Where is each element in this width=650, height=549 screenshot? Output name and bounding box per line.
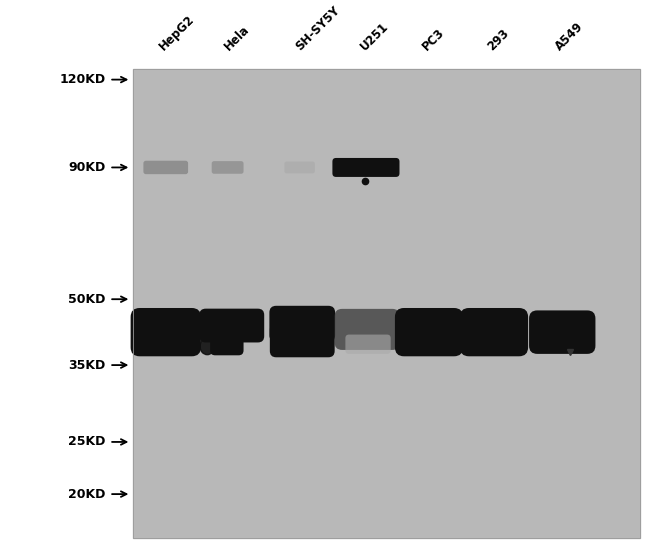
FancyBboxPatch shape: [212, 161, 244, 174]
Ellipse shape: [200, 338, 214, 355]
Text: SH-SY5Y: SH-SY5Y: [293, 3, 343, 53]
Text: 25KD: 25KD: [68, 435, 105, 449]
Text: 293: 293: [485, 26, 512, 53]
FancyBboxPatch shape: [529, 310, 595, 354]
Text: 50KD: 50KD: [68, 293, 105, 306]
FancyBboxPatch shape: [200, 309, 264, 343]
FancyBboxPatch shape: [269, 306, 335, 342]
Text: HepG2: HepG2: [157, 12, 197, 53]
FancyBboxPatch shape: [285, 161, 315, 173]
Text: 20KD: 20KD: [68, 488, 105, 501]
Text: U251: U251: [358, 19, 391, 53]
Text: PC3: PC3: [420, 25, 447, 53]
FancyBboxPatch shape: [131, 308, 201, 356]
Text: Hela: Hela: [222, 23, 252, 53]
Bar: [133, 69, 640, 538]
Text: A549: A549: [553, 20, 586, 53]
FancyBboxPatch shape: [332, 158, 400, 177]
FancyBboxPatch shape: [270, 323, 335, 357]
Text: 35KD: 35KD: [68, 358, 105, 372]
FancyBboxPatch shape: [144, 161, 188, 174]
FancyBboxPatch shape: [345, 334, 391, 354]
FancyBboxPatch shape: [210, 329, 244, 355]
Text: 90KD: 90KD: [68, 161, 105, 174]
FancyBboxPatch shape: [460, 308, 528, 356]
FancyBboxPatch shape: [395, 308, 463, 356]
Text: 120KD: 120KD: [59, 73, 105, 86]
FancyBboxPatch shape: [335, 309, 400, 350]
Bar: [133, 69, 640, 538]
